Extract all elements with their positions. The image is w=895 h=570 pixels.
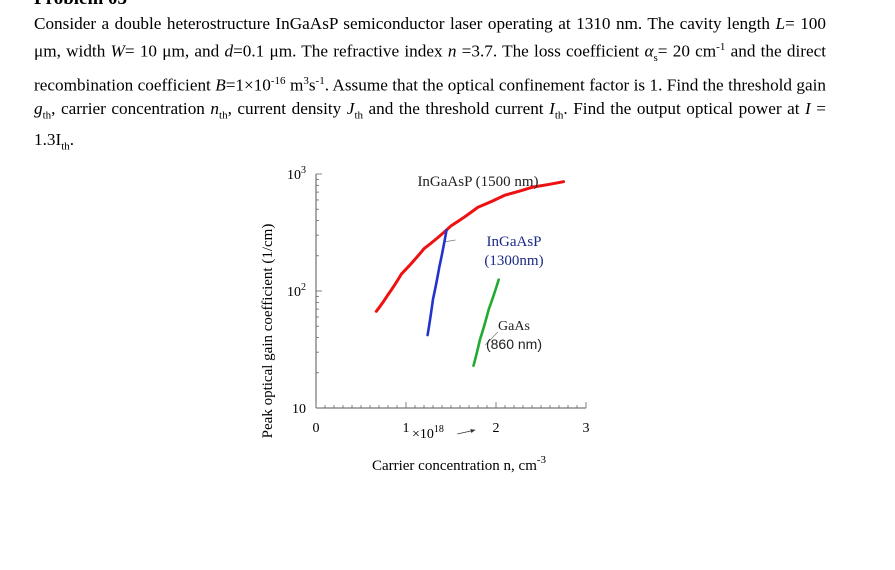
problem-title: Problem 03 bbox=[34, 0, 127, 10]
y-tick-label: 103 bbox=[287, 165, 306, 183]
multiplier-arrow-head bbox=[470, 429, 476, 433]
series-label-3: GaAs bbox=[498, 319, 530, 334]
y-tick-label: 10 bbox=[292, 402, 306, 417]
x-tick-label: 1 bbox=[403, 421, 410, 436]
x-tick-label: 0 bbox=[313, 421, 320, 436]
series-label-3: (860 nm) bbox=[486, 336, 542, 352]
series-label-2: InGaAsP bbox=[487, 234, 542, 250]
x-multiplier-label: ×1018 bbox=[412, 424, 444, 442]
problem-statement: Consider a double heterostructure InGaAs… bbox=[34, 14, 827, 153]
series-line-2 bbox=[426, 229, 448, 337]
x-tick-label: 3 bbox=[583, 421, 590, 436]
x-tick-label: 2 bbox=[493, 421, 500, 436]
series-label-2: (1300nm) bbox=[484, 253, 543, 269]
y-tick-label: 102 bbox=[287, 282, 306, 300]
series-line-3 bbox=[472, 278, 500, 367]
series-label-1: InGaAsP (1500 nm) bbox=[417, 174, 538, 190]
gain-chart: 10 102 103 0 1 2 3 ×1018 Carrier concentration n… bbox=[250, 160, 610, 505]
gain-chart-svg: 10 102 103 0 1 2 3 ×1018 Carrier concentration n… bbox=[260, 165, 590, 474]
x-axis-label: Carrier concentration n, cm-3 bbox=[372, 454, 547, 474]
leader-line bbox=[484, 331, 499, 346]
y-axis-label: Peak optical gain coefficient (1/cm) bbox=[260, 224, 276, 439]
series-line-1 bbox=[374, 180, 565, 313]
